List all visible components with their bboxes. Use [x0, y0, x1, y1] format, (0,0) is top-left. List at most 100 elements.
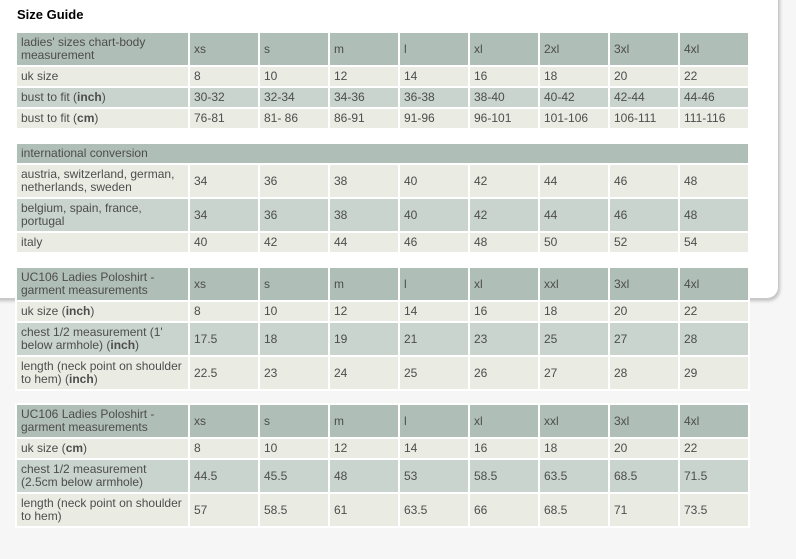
- table-header-row: ladies' sizes chart-body measurement xs s m…: [17, 33, 748, 65]
- size-column-header: m: [330, 33, 398, 65]
- size-column-header: xs: [190, 268, 258, 300]
- row-label-text: italy: [21, 235, 43, 249]
- size-column-header: 3xl: [610, 268, 678, 300]
- value-cell: 17.5: [190, 323, 258, 355]
- value-cell: 73.5: [680, 494, 748, 526]
- value-cell: 48: [680, 165, 749, 197]
- value-cell: 44.5: [190, 460, 258, 492]
- row-label-text: belgium, spain, france, portugal: [21, 201, 142, 228]
- value-cell: 21: [400, 323, 468, 355]
- value-cell: 53: [400, 460, 468, 492]
- row-label-bold-unit: cm: [77, 111, 95, 125]
- value-cell: 20: [610, 439, 678, 458]
- row-label-text: uk size (: [21, 304, 66, 318]
- row-label-text-post: ): [101, 90, 106, 104]
- value-cell: 22: [680, 67, 748, 86]
- value-cell: 68.5: [540, 494, 608, 526]
- table-row: chest 1/2 measurement (2.5cm below armho…: [17, 460, 748, 492]
- row-label-text: chest 1/2 measurement (2.5cm below armho…: [21, 462, 147, 489]
- value-cell: 36-38: [400, 88, 468, 107]
- value-cell: 96-101: [470, 109, 538, 128]
- table-row: bust to fit (inch) 30-32 32-34 34-36 36-38 38…: [17, 88, 748, 107]
- table-row: uk size (inch) 8 10 12 14 16 18 20 22: [17, 302, 748, 321]
- size-column-header: 4xl: [680, 405, 748, 437]
- size-column-header: xs: [190, 33, 258, 65]
- value-cell: 12: [330, 67, 398, 86]
- row-label-text: length (neck point on shoulder to hem): [21, 496, 182, 523]
- value-cell: 20: [610, 302, 678, 321]
- row-label-text: bust to fit (: [21, 111, 78, 125]
- value-cell: 34-36: [330, 88, 398, 107]
- size-column-header: 2xl: [540, 33, 608, 65]
- row-label-text-post: ): [83, 441, 88, 455]
- row-label-cell: uk size: [17, 67, 188, 86]
- value-cell: 26: [470, 357, 538, 389]
- row-label-bold-unit: inch: [65, 304, 91, 318]
- row-label-text: uk size: [21, 69, 59, 83]
- value-cell: 38: [330, 199, 398, 231]
- table-title-cell: UC106 Ladies Poloshirt - garment measure…: [17, 405, 188, 437]
- value-cell: 28: [610, 357, 678, 389]
- row-label-cell: chest 1/2 measurement (1' below armhole)…: [17, 323, 188, 355]
- value-cell: 22: [680, 439, 748, 458]
- value-cell: 71: [610, 494, 678, 526]
- value-cell: 12: [330, 302, 398, 321]
- row-label-cell: length (neck point on shoulder to hem) (…: [17, 357, 188, 389]
- value-cell: 18: [540, 67, 608, 86]
- size-guide-content: Size Guide ladies' sizes chart-body meas…: [15, 7, 751, 528]
- value-cell: 66: [470, 494, 538, 526]
- row-label-cell: bust to fit (cm): [17, 109, 188, 128]
- value-cell: 46: [610, 199, 678, 231]
- row-label-text: chest 1/2 measurement (1' below armhole)…: [21, 325, 163, 352]
- value-cell: 48: [470, 233, 538, 252]
- row-label-text-post: ): [135, 338, 140, 352]
- value-cell: 24: [330, 357, 398, 389]
- size-column-header: m: [330, 268, 398, 300]
- row-label-text: uk size (: [21, 441, 66, 455]
- value-cell: 8: [190, 67, 258, 86]
- value-cell: 40: [190, 233, 258, 252]
- row-label-cell: austria, switzerland, german, netherland…: [17, 165, 188, 197]
- value-cell: 8: [190, 302, 258, 321]
- table-row: length (neck point on shoulder to hem) (…: [17, 357, 748, 389]
- value-cell: 36: [260, 165, 328, 197]
- poloshirt-garment-inch-table: UC106 Ladies Poloshirt - garment measure…: [15, 266, 750, 391]
- value-cell: 40-42: [540, 88, 608, 107]
- value-cell: 38-40: [470, 88, 538, 107]
- table-title-cell: UC106 Ladies Poloshirt - garment measure…: [17, 268, 188, 300]
- value-cell: 23: [470, 323, 538, 355]
- value-cell: 30-32: [190, 88, 258, 107]
- size-column-header: xl: [470, 405, 538, 437]
- value-cell: 23: [260, 357, 328, 389]
- size-column-header: s: [260, 405, 328, 437]
- size-column-header: l: [400, 405, 468, 437]
- value-cell: 106-111: [610, 109, 678, 128]
- row-label-bold-unit: inch: [110, 338, 136, 352]
- value-cell: 8: [190, 439, 258, 458]
- value-cell: 44: [540, 165, 608, 197]
- value-cell: 10: [260, 67, 328, 86]
- size-column-header: s: [260, 33, 328, 65]
- value-cell: 111-116: [680, 109, 748, 128]
- row-label-cell: bust to fit (inch): [17, 88, 188, 107]
- table-row: length (neck point on shoulder to hem) 57…: [17, 494, 748, 526]
- value-cell: 34: [190, 199, 258, 231]
- value-cell: 48: [680, 199, 749, 231]
- value-cell: 22: [680, 302, 748, 321]
- row-label-bold-unit: cm: [65, 441, 84, 455]
- value-cell: 27: [540, 357, 608, 389]
- size-column-header: xxl: [540, 268, 608, 300]
- size-column-header: 4xl: [680, 33, 748, 65]
- value-cell: 46: [400, 233, 468, 252]
- value-cell: 10: [260, 439, 328, 458]
- size-column-header: 3xl: [610, 405, 678, 437]
- value-cell: 36: [260, 199, 328, 231]
- value-cell: 63.5: [400, 494, 468, 526]
- value-cell: 16: [470, 302, 538, 321]
- value-cell: 32-34: [260, 88, 328, 107]
- table-title-cell: ladies' sizes chart-body measurement: [17, 33, 188, 65]
- row-label-bold-unit: inch: [77, 90, 102, 104]
- value-cell: 14: [400, 67, 468, 86]
- value-cell: 16: [470, 439, 538, 458]
- value-cell: 28: [680, 323, 748, 355]
